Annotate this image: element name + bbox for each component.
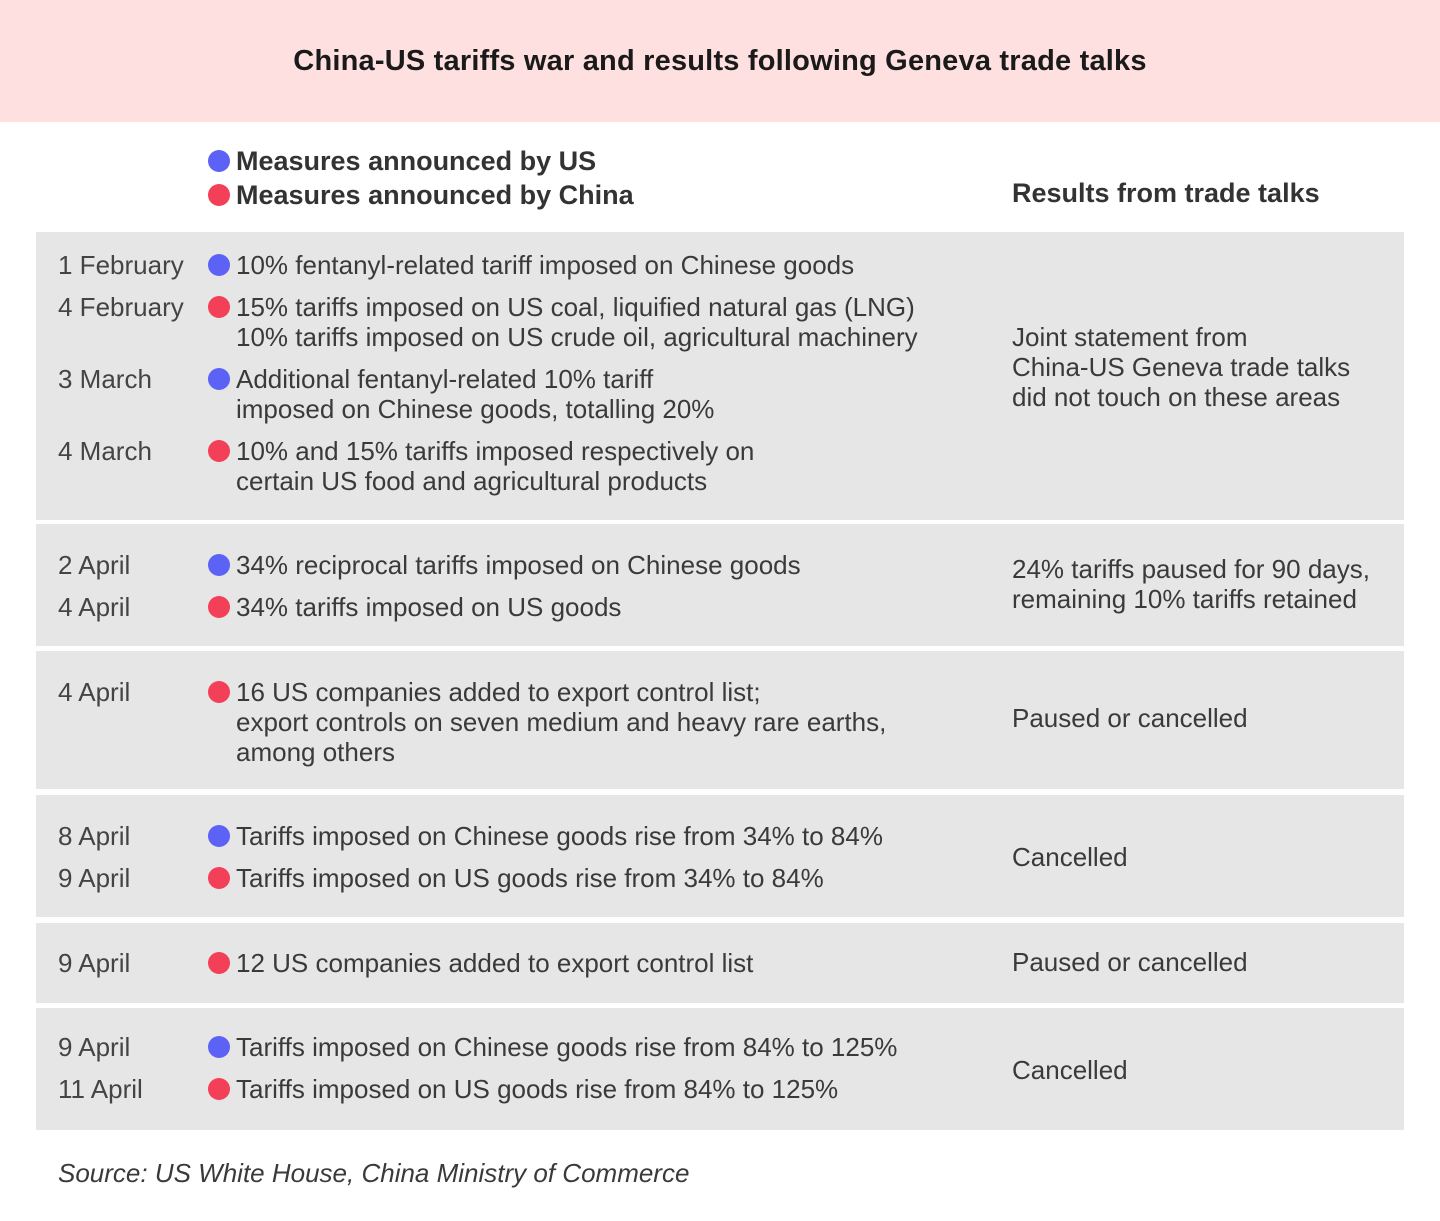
- row-measure: 12 US companies added to export control …: [208, 948, 753, 978]
- measure-text: 16 US companies added to export control …: [236, 677, 887, 767]
- red-dot-icon: [208, 1078, 230, 1100]
- legend-china: Measures announced by China: [208, 178, 634, 212]
- measure-text: 12 US companies added to export control …: [236, 948, 754, 978]
- legend-us: Measures announced by US: [208, 144, 634, 178]
- blue-dot-icon: [208, 1036, 230, 1058]
- blue-dot-icon: [208, 825, 230, 847]
- row-result: 24% tariffs paused for 90 days, remainin…: [1012, 554, 1370, 614]
- row-measure: Tariffs imposed on US goods rise from 84…: [208, 1074, 838, 1104]
- row-result: Paused or cancelled: [1012, 703, 1248, 733]
- measure-text: Tariffs imposed on US goods rise from 84…: [236, 1074, 839, 1104]
- row-measure: 16 US companies added to export control …: [208, 677, 886, 767]
- legend-us-label: Measures announced by US: [236, 145, 597, 176]
- row-date: 4 February: [58, 292, 184, 322]
- row-result: Cancelled: [1012, 842, 1128, 872]
- title-bar: China-US tariffs war and results followi…: [0, 0, 1440, 122]
- row-measure: Tariffs imposed on US goods rise from 34…: [208, 863, 824, 893]
- row-date: 2 April: [58, 550, 131, 580]
- chart-title: China-US tariffs war and results followi…: [293, 44, 1147, 77]
- blue-dot-icon: [208, 254, 230, 276]
- row-measure: Tariffs imposed on Chinese goods rise fr…: [208, 821, 883, 851]
- measure-text: Tariffs imposed on Chinese goods rise fr…: [236, 821, 883, 851]
- results-header: Results from trade talks: [1012, 178, 1320, 208]
- measure-text: 10% and 15% tariffs imposed respectively…: [236, 436, 755, 496]
- row-measure: 15% tariffs imposed on US coal, liquifie…: [208, 292, 918, 352]
- table-group: 9 April 12 US companies added to export c…: [36, 923, 1404, 1003]
- row-date: 4 March: [58, 436, 152, 466]
- measure-text: Tariffs imposed on US goods rise from 34…: [236, 863, 824, 893]
- red-dot-icon: [208, 596, 230, 618]
- table-group: 8 April Tariffs imposed on Chinese goods …: [36, 795, 1404, 917]
- row-date: 1 February: [58, 250, 184, 280]
- legend-china-label: Measures announced by China: [236, 179, 634, 210]
- table-group: 2 April 34% reciprocal tariffs imposed on…: [36, 524, 1404, 646]
- row-date: 4 April: [58, 677, 131, 707]
- red-dot-icon: [208, 296, 230, 318]
- row-measure: 10% fentanyl-related tariff imposed on C…: [208, 250, 854, 280]
- row-result: Joint statement from China-US Geneva tra…: [1012, 322, 1351, 412]
- red-dot-icon: [208, 184, 230, 206]
- blue-dot-icon: [208, 150, 230, 172]
- blue-dot-icon: [208, 368, 230, 390]
- measure-text: Additional fentanyl-related 10% tariff i…: [236, 364, 715, 424]
- row-measure: 34% tariffs imposed on US goods: [208, 592, 621, 622]
- row-date: 9 April: [58, 1032, 131, 1062]
- row-measure: Additional fentanyl-related 10% tariff i…: [208, 364, 714, 424]
- table-group: 1 February 10% fentanyl-related tariff im…: [36, 232, 1404, 520]
- row-date: 11 April: [58, 1074, 143, 1104]
- legend: Measures announced by US Measures announ…: [208, 144, 634, 212]
- row-measure: Tariffs imposed on Chinese goods rise fr…: [208, 1032, 897, 1062]
- row-date: 9 April: [58, 863, 131, 893]
- measure-text: 34% tariffs imposed on US goods: [236, 592, 622, 622]
- measure-text: 34% reciprocal tariffs imposed on Chines…: [236, 550, 801, 580]
- row-measure: 10% and 15% tariffs imposed respectively…: [208, 436, 754, 496]
- red-dot-icon: [208, 440, 230, 462]
- row-date: 3 March: [58, 364, 152, 394]
- source-note: Source: US White House, China Ministry o…: [58, 1158, 690, 1188]
- row-date: 4 April: [58, 592, 131, 622]
- measure-text: 10% fentanyl-related tariff imposed on C…: [236, 250, 855, 280]
- table-group: 4 April 16 US companies added to export c…: [36, 651, 1404, 789]
- measure-text: 15% tariffs imposed on US coal, liquifie…: [236, 292, 918, 352]
- red-dot-icon: [208, 952, 230, 974]
- row-date: 9 April: [58, 948, 131, 978]
- row-result: Cancelled: [1012, 1055, 1128, 1085]
- red-dot-icon: [208, 681, 230, 703]
- blue-dot-icon: [208, 554, 230, 576]
- row-date: 8 April: [58, 821, 131, 851]
- row-measure: 34% reciprocal tariffs imposed on Chines…: [208, 550, 801, 580]
- measure-text: Tariffs imposed on Chinese goods rise fr…: [236, 1032, 898, 1062]
- red-dot-icon: [208, 867, 230, 889]
- table-group: 9 April Tariffs imposed on Chinese goods …: [36, 1008, 1404, 1130]
- row-result: Paused or cancelled: [1012, 947, 1248, 977]
